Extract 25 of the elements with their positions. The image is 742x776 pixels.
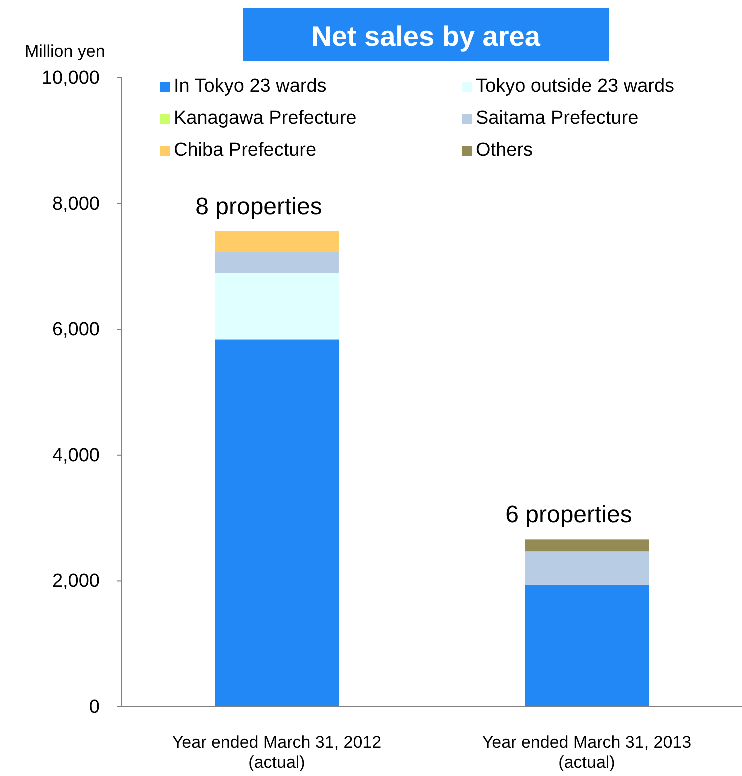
bar <box>525 552 649 585</box>
y-tick-label: 8,000 <box>52 194 100 215</box>
bar <box>525 540 649 552</box>
y-tick-label: 0 <box>89 697 100 718</box>
legend-label: Kanagawa Prefecture <box>174 108 357 129</box>
legend-label: Tokyo outside 23 wards <box>476 76 675 97</box>
y-tick-label: 2,000 <box>52 571 100 592</box>
bar <box>215 252 339 273</box>
bar <box>215 231 339 252</box>
x-tick-label: Year ended March 31, 2013 (actual) <box>482 733 692 772</box>
y-axis-title: Million yen <box>25 42 106 61</box>
bar <box>525 584 649 707</box>
y-tick-label: 10,000 <box>42 68 100 89</box>
legend-label: Chiba Prefecture <box>174 140 317 161</box>
bar <box>215 340 339 707</box>
annotation: 8 properties <box>196 193 322 220</box>
legend-label: In Tokyo 23 wards <box>174 76 327 97</box>
legend-label: Others <box>476 140 534 161</box>
y-tick-label: 4,000 <box>52 445 100 466</box>
bar <box>215 272 339 340</box>
legend-label: Saitama Prefecture <box>476 108 639 129</box>
annotation: 6 properties <box>506 502 632 529</box>
y-tick-label: 6,000 <box>52 320 100 341</box>
x-tick-label: Year ended March 31, 2012 (actual) <box>172 733 382 772</box>
chart-title: Net sales by area <box>312 21 541 52</box>
